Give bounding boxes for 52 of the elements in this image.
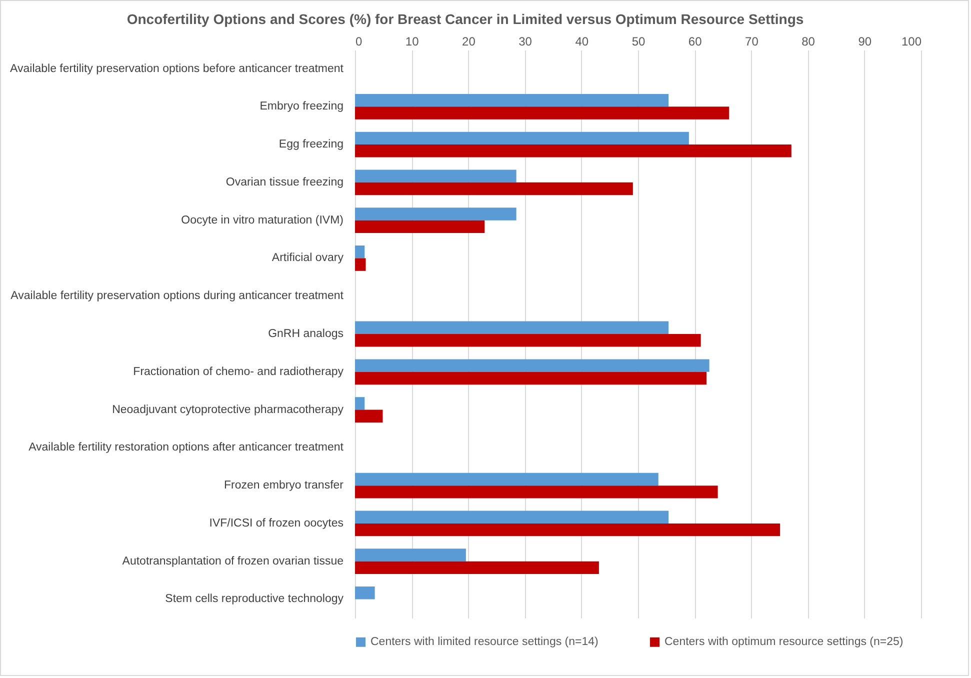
y-tick-label: Oocyte in vitro maturation (IVM) xyxy=(181,214,344,226)
bar xyxy=(355,208,516,220)
x-tick-label: 80 xyxy=(802,34,816,48)
y-tick-label: Egg freezing xyxy=(278,138,344,151)
bar xyxy=(355,372,706,385)
chart-title: Oncofertility Options and Scores (%) for Breast Cancer in Limited versus Optimum Resource Settings xyxy=(126,11,804,27)
bar xyxy=(355,397,365,410)
bar xyxy=(355,359,710,372)
y-tick-label: Autotransplantation of frozen ovarian tissue xyxy=(122,555,344,568)
bar xyxy=(355,321,669,334)
x-tick-label: 0 xyxy=(356,34,362,48)
y-tick-label: Artificial ovary xyxy=(272,252,344,264)
x-tick-label: 90 xyxy=(858,34,872,48)
x-tick-label: 30 xyxy=(518,34,532,48)
x-tick-label: 60 xyxy=(688,34,702,48)
legend-label: Centers with limited resource settings (n=14) xyxy=(370,636,599,648)
bar xyxy=(355,523,780,536)
y-tick-label: Available fertility preservation options before anticancer treatment xyxy=(10,62,344,75)
y-tick-label: Available fertility preservation options during anticancer treatment xyxy=(10,290,344,302)
bar xyxy=(355,472,658,486)
bar xyxy=(355,561,599,574)
x-tick-label: 20 xyxy=(462,34,476,48)
y-tick-label: IVF/ICSI of frozen oocytes xyxy=(209,517,344,530)
bar xyxy=(355,510,669,524)
x-tick-label: 40 xyxy=(575,34,589,48)
y-tick-label: Fractionation of chemo- and radiotherapy xyxy=(133,366,344,378)
bar xyxy=(355,220,485,234)
y-tick-label: Neoadjuvant cytoprotective pharmacotherapy xyxy=(112,404,344,416)
bar xyxy=(355,334,701,347)
bar xyxy=(355,170,516,182)
bar xyxy=(355,182,633,196)
x-tick-label: 10 xyxy=(405,34,420,48)
bar xyxy=(355,144,792,158)
y-tick-label: Available fertility restoration options after anticancer treatment xyxy=(28,442,344,454)
bar xyxy=(355,94,669,107)
bar xyxy=(355,258,366,271)
y-tick-label: Frozen embryo transfer xyxy=(224,480,344,492)
x-tick-label: 70 xyxy=(745,34,759,48)
bar xyxy=(355,548,466,562)
y-tick-label: GnRH analogs xyxy=(268,328,344,340)
bar xyxy=(355,410,383,422)
x-tick-label: 50 xyxy=(632,34,646,48)
bar xyxy=(355,246,365,258)
bar xyxy=(355,106,730,120)
bar xyxy=(355,586,375,600)
x-tick-label: 100 xyxy=(901,34,922,48)
bar xyxy=(355,486,718,498)
y-tick-label: Embryo freezing xyxy=(260,100,344,113)
legend-label: Centers with optimum resource settings (n=25) xyxy=(664,636,904,648)
bar xyxy=(355,132,689,145)
y-tick-label: Stem cells reproductive technology xyxy=(165,593,344,606)
y-tick-label: Ovarian tissue freezing xyxy=(226,176,344,188)
